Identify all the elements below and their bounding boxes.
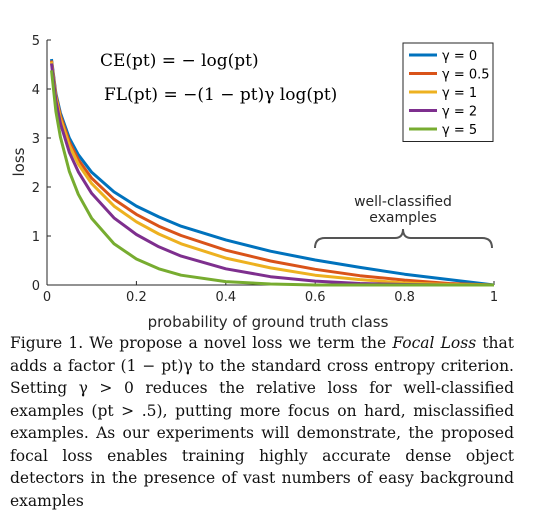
series-lines bbox=[50, 58, 495, 287]
caption-text-a: We propose a novel loss we term the bbox=[83, 334, 393, 352]
caption-text-b: that adds a factor (1 − pt)γ to the stan… bbox=[10, 334, 515, 510]
x-tick-label: 0.4 bbox=[215, 290, 236, 305]
x-axis-label: probability of ground truth class bbox=[148, 313, 389, 331]
caption-term: Focal Loss bbox=[392, 334, 477, 352]
legend-entry: γ = 5 bbox=[442, 123, 477, 138]
legend-entry: γ = 2 bbox=[442, 105, 477, 120]
series-line bbox=[50, 61, 495, 287]
legend-entry: γ = 0.5 bbox=[442, 68, 490, 83]
annotation-brace bbox=[314, 228, 493, 249]
legend-entry: γ = 1 bbox=[442, 86, 477, 101]
focal-loss-chart: 0 0.2 0.4 0.6 0.8 1 0 1 2 3 4 5 CE(pt) = − log(pt) … bbox=[10, 34, 498, 331]
series-line bbox=[50, 70, 494, 287]
fl-equation: FL(pt) = −(1 − pt)γ log(pt) bbox=[104, 85, 337, 105]
axes: 0 0.2 0.4 0.6 0.8 1 0 1 2 3 4 5 bbox=[32, 34, 498, 305]
y-axis-label: loss bbox=[10, 147, 28, 176]
ce-equation: CE(pt) = − log(pt) bbox=[100, 51, 259, 71]
x-tick-label: 0 bbox=[43, 290, 51, 305]
caption-label: Figure 1. bbox=[10, 334, 84, 352]
legend: γ = 0 γ = 0.5 γ = 1 γ = 2 γ = 5 bbox=[402, 42, 494, 142]
y-tick-label: 1 bbox=[32, 230, 40, 245]
figure-caption: Figure 1. We propose a novel loss we ter… bbox=[10, 332, 514, 512]
well-classified-annotation: well-classified examples bbox=[314, 194, 493, 249]
y-tick-label: 0 bbox=[32, 279, 40, 294]
x-tick-label: 0.2 bbox=[126, 290, 147, 305]
y-tick-label: 2 bbox=[32, 181, 40, 196]
legend-entry: γ = 0 bbox=[442, 49, 477, 64]
x-tick-label: 0.8 bbox=[394, 290, 415, 305]
x-tick-label: 1 bbox=[490, 290, 498, 305]
annotation-line-1: well-classified bbox=[354, 194, 452, 210]
y-tick-label: 5 bbox=[32, 34, 40, 49]
annotation-line-2: examples bbox=[369, 210, 437, 226]
x-tick-label: 0.6 bbox=[305, 290, 326, 305]
y-tick-label: 3 bbox=[32, 132, 40, 147]
y-tick-label: 4 bbox=[32, 83, 40, 98]
